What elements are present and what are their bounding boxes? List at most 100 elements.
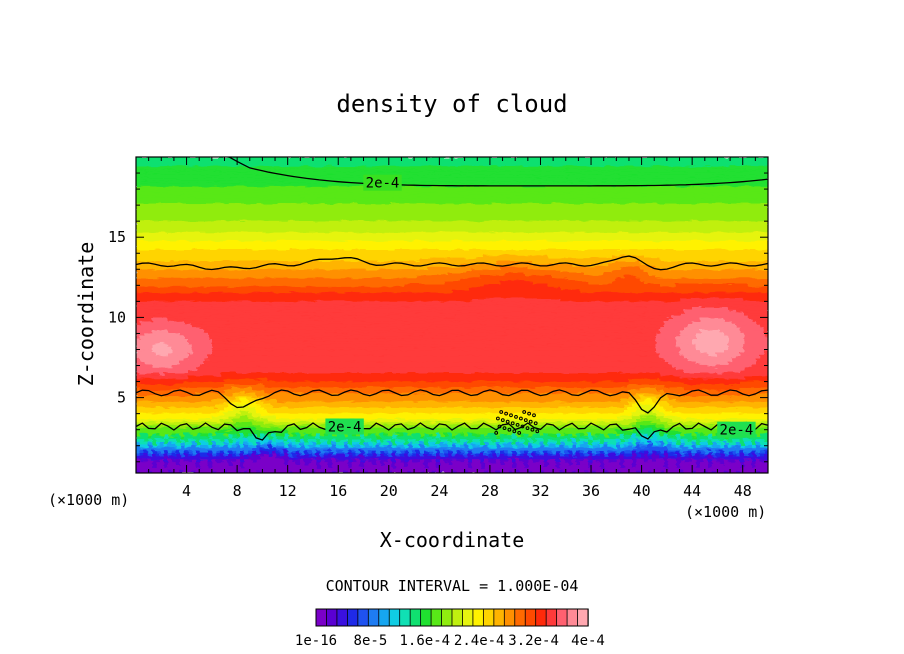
field-cell — [716, 450, 721, 454]
colorbar-frame — [315, 608, 589, 627]
field-cell — [412, 452, 417, 457]
field-cell — [548, 441, 557, 445]
field-cell — [248, 432, 253, 437]
field-cell — [148, 452, 153, 457]
field-cell — [464, 444, 469, 448]
field-cell — [484, 470, 489, 473]
field-cell — [640, 432, 645, 437]
field-cell — [316, 464, 321, 468]
field-cell — [384, 461, 393, 465]
field-cell — [268, 418, 625, 422]
field-cell — [528, 444, 533, 448]
field-cell — [644, 409, 653, 414]
field-cell — [348, 461, 353, 465]
field-cell — [148, 441, 153, 445]
field-cell — [648, 432, 653, 437]
field-cell — [196, 392, 233, 397]
field-cell — [260, 398, 277, 402]
field-cell — [336, 450, 345, 454]
field-cell — [752, 363, 768, 368]
field-cell — [240, 398, 249, 402]
field-cell — [228, 398, 241, 402]
field-cell — [272, 432, 277, 437]
field-cell — [636, 461, 665, 465]
field-cell — [616, 470, 621, 473]
field-cell — [348, 450, 353, 454]
field-cell — [672, 315, 749, 319]
field-cell — [240, 470, 245, 473]
field-cell — [728, 452, 733, 457]
field-cell — [604, 458, 609, 463]
field-cell — [688, 452, 693, 457]
field-cell — [448, 461, 453, 465]
field-cell — [756, 358, 768, 362]
field-cell — [172, 346, 193, 351]
field-cell — [468, 432, 473, 437]
field-cell — [168, 432, 173, 437]
field-cell — [532, 441, 541, 445]
field-cell — [620, 452, 625, 457]
field-cell — [212, 352, 661, 356]
contour-blob — [530, 427, 535, 432]
field-cell — [480, 464, 485, 468]
field-cell — [256, 435, 261, 440]
field-cell — [288, 452, 293, 457]
field-cell — [728, 444, 733, 448]
contour-blob — [522, 410, 527, 414]
field-cell — [560, 438, 569, 442]
field-cell — [136, 447, 253, 451]
field-cell — [696, 450, 701, 454]
field-cell — [668, 395, 768, 399]
field-cell — [484, 432, 489, 437]
field-cell — [404, 452, 409, 457]
field-cell — [596, 458, 605, 463]
field-cell — [616, 432, 621, 437]
field-cell — [136, 280, 445, 284]
field-cell — [156, 452, 161, 457]
field-cell — [172, 363, 201, 368]
field-cell — [364, 444, 373, 448]
contour-line-middle — [136, 389, 768, 414]
field-cell — [188, 355, 209, 359]
field-cell — [632, 441, 637, 445]
field-cell — [656, 450, 661, 454]
field-cell — [588, 461, 593, 465]
field-cell — [580, 441, 585, 445]
x-tick-label: 32 — [531, 482, 549, 500]
field-cell — [408, 441, 413, 445]
field-cell — [468, 286, 561, 290]
field-cell — [276, 432, 285, 437]
field-cell — [136, 283, 405, 287]
field-cell — [624, 444, 629, 448]
field-cell — [660, 352, 681, 356]
field-cell — [660, 329, 681, 333]
field-cell — [736, 444, 741, 448]
field-cell — [232, 392, 257, 397]
field-cell — [652, 398, 661, 402]
field-cell — [136, 246, 768, 250]
field-cell — [420, 432, 425, 437]
field-cell — [620, 470, 637, 473]
contour-interval-text: CONTOUR INTERVAL = 1.000E-04 — [326, 577, 579, 595]
field-cell — [740, 450, 745, 454]
field-cell — [576, 438, 581, 442]
field-cell — [604, 464, 621, 468]
field-cell — [632, 427, 645, 431]
field-cell — [592, 470, 597, 473]
field-cell — [176, 432, 181, 437]
field-cell — [664, 455, 669, 460]
field-cell — [164, 435, 169, 440]
field-cell — [136, 191, 768, 195]
field-cell — [136, 182, 768, 187]
field-cell — [332, 444, 337, 448]
field-cell — [608, 458, 617, 463]
field-cell — [756, 461, 768, 465]
field-cell — [292, 470, 301, 473]
field-cell — [756, 432, 761, 437]
field-cell — [628, 406, 637, 411]
field-cell — [232, 452, 237, 457]
field-cell — [156, 450, 161, 454]
field-cell — [396, 438, 405, 442]
field-cell — [444, 450, 449, 454]
field-cell — [656, 432, 661, 437]
